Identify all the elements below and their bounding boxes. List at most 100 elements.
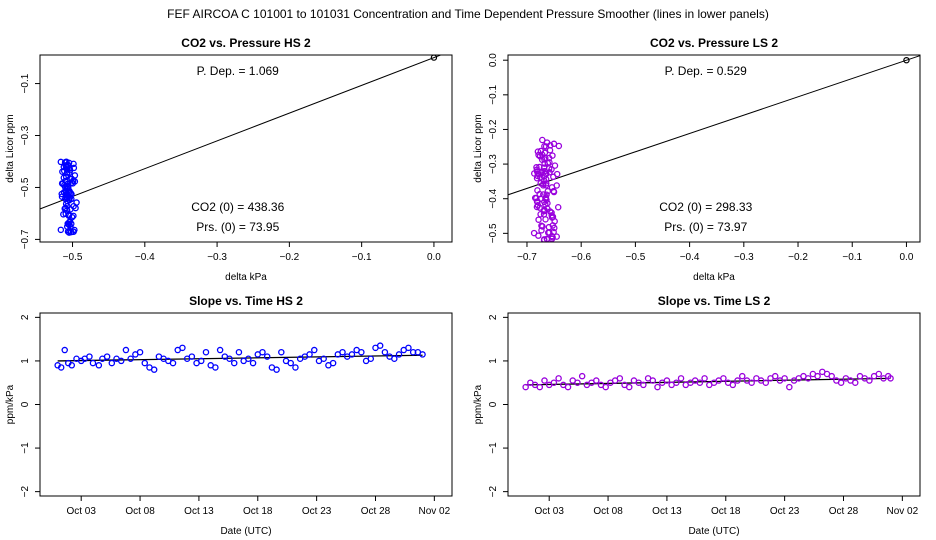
data-point — [554, 203, 562, 211]
data-point — [358, 348, 365, 356]
panel-title: Slope vs. Time HS 2 — [189, 294, 303, 308]
data-point — [539, 182, 547, 189]
data-point — [71, 226, 78, 234]
data-point — [543, 191, 550, 198]
data-point — [329, 359, 337, 367]
plot-area — [508, 55, 920, 242]
data-point — [720, 375, 727, 382]
data-point — [273, 366, 280, 373]
x-tick-label: −0.6 — [571, 252, 591, 263]
data-point — [226, 355, 233, 362]
panels: CO2 vs. Pressure HS 2 delta kPa delta Lico… — [5, 36, 921, 537]
data-point — [533, 164, 540, 171]
y-tick-label: −0.2 — [488, 119, 499, 139]
y-axis-label: delta Licor ppm — [5, 114, 16, 182]
annotation-p-dep: P. Dep. = 1.069 — [197, 64, 280, 78]
x-tick-label: −0.5 — [63, 252, 83, 263]
data-point — [405, 344, 412, 352]
data-point — [292, 364, 299, 371]
x-tick-label: −0.1 — [842, 252, 862, 263]
data-point — [538, 227, 545, 234]
data-point — [564, 383, 572, 391]
y-tick-label: −1 — [488, 442, 499, 454]
data-point — [539, 136, 546, 144]
panel-title: CO2 vs. Pressure LS 2 — [650, 36, 778, 50]
data-point — [535, 216, 542, 223]
data-point — [278, 348, 285, 356]
data-point — [548, 166, 555, 173]
x-tick-label: Oct 08 — [593, 506, 623, 517]
data-point — [103, 353, 111, 360]
y-tick-label: 0 — [20, 401, 31, 407]
x-tick-label: Oct 23 — [770, 506, 800, 517]
data-point — [150, 366, 158, 373]
data-point — [541, 377, 548, 384]
y-tick-label: −0.4 — [488, 188, 499, 208]
data-point — [550, 188, 558, 196]
annotation-co2-0: CO2 (0) = 298.33 — [659, 200, 752, 214]
data-point — [198, 357, 205, 365]
data-point — [548, 235, 556, 242]
data-point — [68, 213, 76, 221]
data-point — [59, 180, 67, 188]
data-point — [419, 351, 426, 358]
x-tick-label: Oct 28 — [361, 506, 391, 517]
y-axis-label: ppm/kPa — [473, 384, 484, 424]
data-point — [673, 379, 680, 386]
data-point — [522, 383, 529, 391]
y-axis-label: ppm/kPa — [5, 384, 16, 424]
x-tick-label: −0.5 — [626, 252, 646, 263]
data-point — [61, 346, 68, 354]
data-point — [179, 344, 186, 352]
data-point — [545, 223, 553, 231]
plot-area — [522, 368, 894, 391]
data-point — [533, 198, 541, 205]
data-point — [287, 359, 294, 367]
data-point — [786, 383, 793, 391]
data-point — [701, 375, 708, 382]
data-point — [537, 210, 544, 218]
data-point — [348, 351, 356, 358]
data-point — [677, 375, 685, 382]
plot-frame — [507, 312, 921, 497]
y-tick-label: 1 — [488, 358, 499, 364]
y-tick-label: −0.7 — [20, 229, 31, 249]
data-point — [117, 357, 125, 365]
reference-point — [903, 56, 910, 64]
panel-ls-slope-time: Slope vs. Time LS 2 Date (UTC) ppm/kPa Oct … — [473, 294, 921, 537]
data-point — [306, 351, 313, 358]
data-point — [551, 162, 559, 169]
x-tick-label: 0.0 — [899, 252, 913, 263]
y-tick-label: −0.3 — [488, 154, 499, 174]
data-point — [739, 372, 746, 380]
data-point — [66, 196, 73, 204]
x-tick-label: Oct 03 — [534, 506, 564, 517]
x-tick-label: Nov 02 — [418, 506, 450, 517]
data-point — [729, 381, 737, 389]
annotation-prs-0: Prs. (0) = 73.95 — [196, 220, 279, 234]
smoother-line — [525, 377, 891, 386]
x-tick-label: Oct 18 — [243, 506, 273, 517]
panel-title: CO2 vs. Pressure HS 2 — [181, 36, 311, 50]
data-point — [535, 232, 542, 239]
data-point — [734, 377, 741, 384]
data-point — [654, 383, 661, 391]
data-point — [376, 342, 384, 349]
data-point — [108, 359, 116, 367]
x-tick-label: Oct 13 — [184, 506, 214, 517]
data-point — [311, 346, 318, 354]
x-axis-label: delta kPa — [693, 272, 735, 283]
data-point — [202, 348, 210, 356]
data-point — [553, 170, 561, 178]
data-point — [593, 377, 600, 384]
data-point — [64, 184, 72, 191]
panel-ls-pressure: CO2 vs. Pressure LS 2 delta kPa delta Lico… — [473, 36, 921, 283]
x-tick-label: Oct 03 — [66, 506, 96, 517]
data-point — [546, 208, 554, 215]
data-point — [549, 213, 557, 221]
data-point — [541, 167, 548, 175]
data-point — [230, 359, 238, 367]
data-point — [71, 172, 79, 179]
data-point — [574, 379, 581, 386]
x-tick-label: Oct 23 — [302, 506, 332, 517]
